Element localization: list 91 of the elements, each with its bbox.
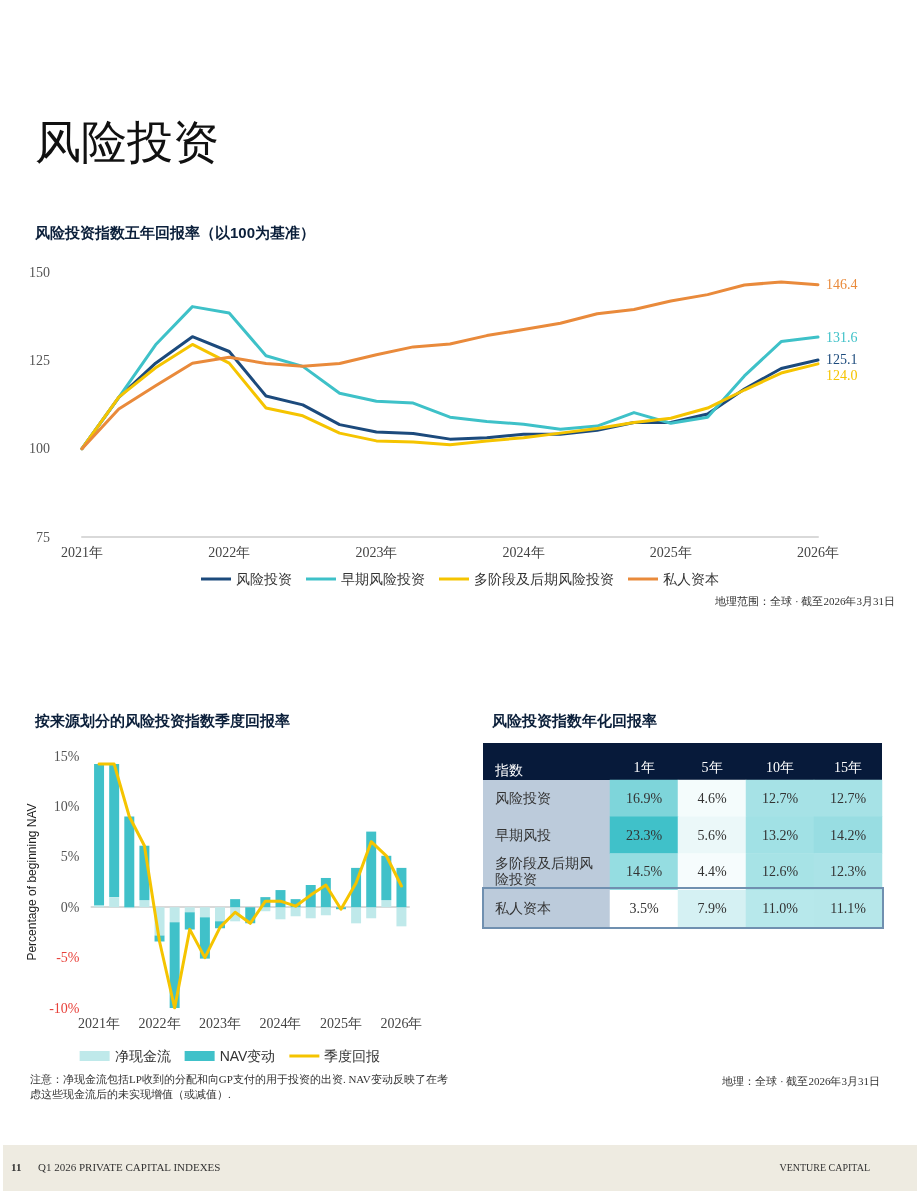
y-tick-label: 100 [29,441,50,457]
x-tick-label: 2021年 [78,1015,121,1031]
y-tick-label: 0% [60,899,80,915]
legend-label: 多阶段及后期风险投资 [474,571,614,587]
bar [139,900,150,908]
bar [199,907,210,918]
text: 注意：净现金流包括LP收到的分配和向GP支付的用于投资的出资. NAV变动反映了在考虑这些现金流后的未实现增值（或减值）. [30,1072,449,1102]
chart-title: 风险投资指数五年回报率（以100为基准） [34,224,316,241]
bar [290,907,301,917]
x-tick-label: 2022年 [138,1015,181,1031]
y-axis-title: Percentage of beginning NAV [25,803,40,961]
bar [275,907,286,920]
line-series [97,762,403,1010]
x-tick-label: 2024年 [259,1015,302,1031]
y-tick-label: 15% [53,748,80,764]
y-tick-label: -10% [49,1000,80,1016]
legend-label: 私人资本 [663,571,719,587]
legend-label: 净现金流 [114,1048,171,1064]
data-label: 13.2% [761,827,799,843]
data-label: 5.6% [697,827,727,843]
text: VENTURE CAPITAL [779,1162,870,1173]
y-tick-label: 风险投资 [495,790,551,806]
x-tick-label: 10年 [766,759,794,775]
x-tick-label: 2024年 [502,544,545,560]
data-label: 12.7% [761,790,799,806]
y-tick-label: 私人资本 [495,901,551,917]
x-tick-label: 2026年 [380,1015,423,1031]
y-tick-label: 75 [36,529,50,545]
y-tick-label: 10% [53,798,80,814]
bar [109,764,120,898]
bar [215,907,225,922]
bar [381,900,392,908]
data-label: 14.2% [829,827,867,843]
x-tick-label: 15年 [834,759,862,775]
bar [381,855,392,901]
data-label: 4.6% [697,790,727,806]
text: 地理：全球 · 截至2026年3月31日 [722,1074,880,1089]
bar [124,816,135,908]
data-label: 124.0 [826,368,858,384]
y-tick-label: 多阶段及后期风险投资 [495,856,593,888]
data-label: 125.1 [826,352,858,368]
legend-label: 风险投资 [236,571,292,587]
x-tick-label: 2025年 [319,1015,362,1031]
x-tick-label: 2026年 [797,544,839,560]
y-tick-label: 5% [60,849,80,865]
x-tick-label: 2021年 [61,544,103,560]
y-tick-label: 125 [29,352,50,368]
legend-label: NAV变动 [219,1048,276,1064]
bar [396,907,407,927]
text: 地理范围：全球 · 截至2026年3月31日 [715,594,895,609]
x-tick-label: 2025年 [649,544,692,560]
y-axis-title: 指数 [494,762,523,778]
data-label: 11.0% [762,901,799,917]
bar [230,899,241,908]
data-label: 11.1% [830,901,867,917]
data-label: 16.9% [625,790,663,806]
x-tick-label: 2023年 [199,1015,242,1031]
x-tick-label: 2022年 [208,544,251,560]
data-label: 7.9% [697,901,727,917]
chart-title: 风险投资指数年化回报率 [491,712,657,729]
data-label: 12.7% [829,790,867,806]
data-label: 4.4% [697,864,727,880]
bar [184,912,195,930]
x-tick-label: 2023年 [355,544,398,560]
data-label: 12.3% [829,864,867,880]
data-label: 146.4 [826,277,858,293]
x-tick-label: 1年 [633,759,655,775]
data-label: 12.6% [761,864,799,880]
data-label: 14.5% [625,864,663,880]
bar [94,905,105,908]
y-tick-label: -5% [56,950,80,966]
bar [184,907,195,913]
bar [169,907,180,923]
legend-label: 季度回报 [324,1048,381,1064]
data-label: 3.5% [629,901,659,917]
bar [320,907,331,916]
y-tick-label: 早期风投 [495,827,551,843]
bar [366,831,377,908]
text: Q1 2026 PRIVATE CAPITAL INDEXES [38,1161,221,1173]
bar [94,764,105,906]
bar [109,897,120,908]
chart-title: 按来源划分的风险投资指数季度回报率 [34,712,290,729]
y-tick-label: 150 [29,264,50,280]
data-label: 23.3% [625,827,663,843]
x-tick-label: 5年 [701,759,723,775]
legend-label: 早期风险投资 [341,571,425,587]
bar [351,907,362,924]
data-label: 131.6 [826,329,858,345]
bar [366,907,377,919]
text: 11 [11,1161,22,1173]
bar [305,907,316,919]
